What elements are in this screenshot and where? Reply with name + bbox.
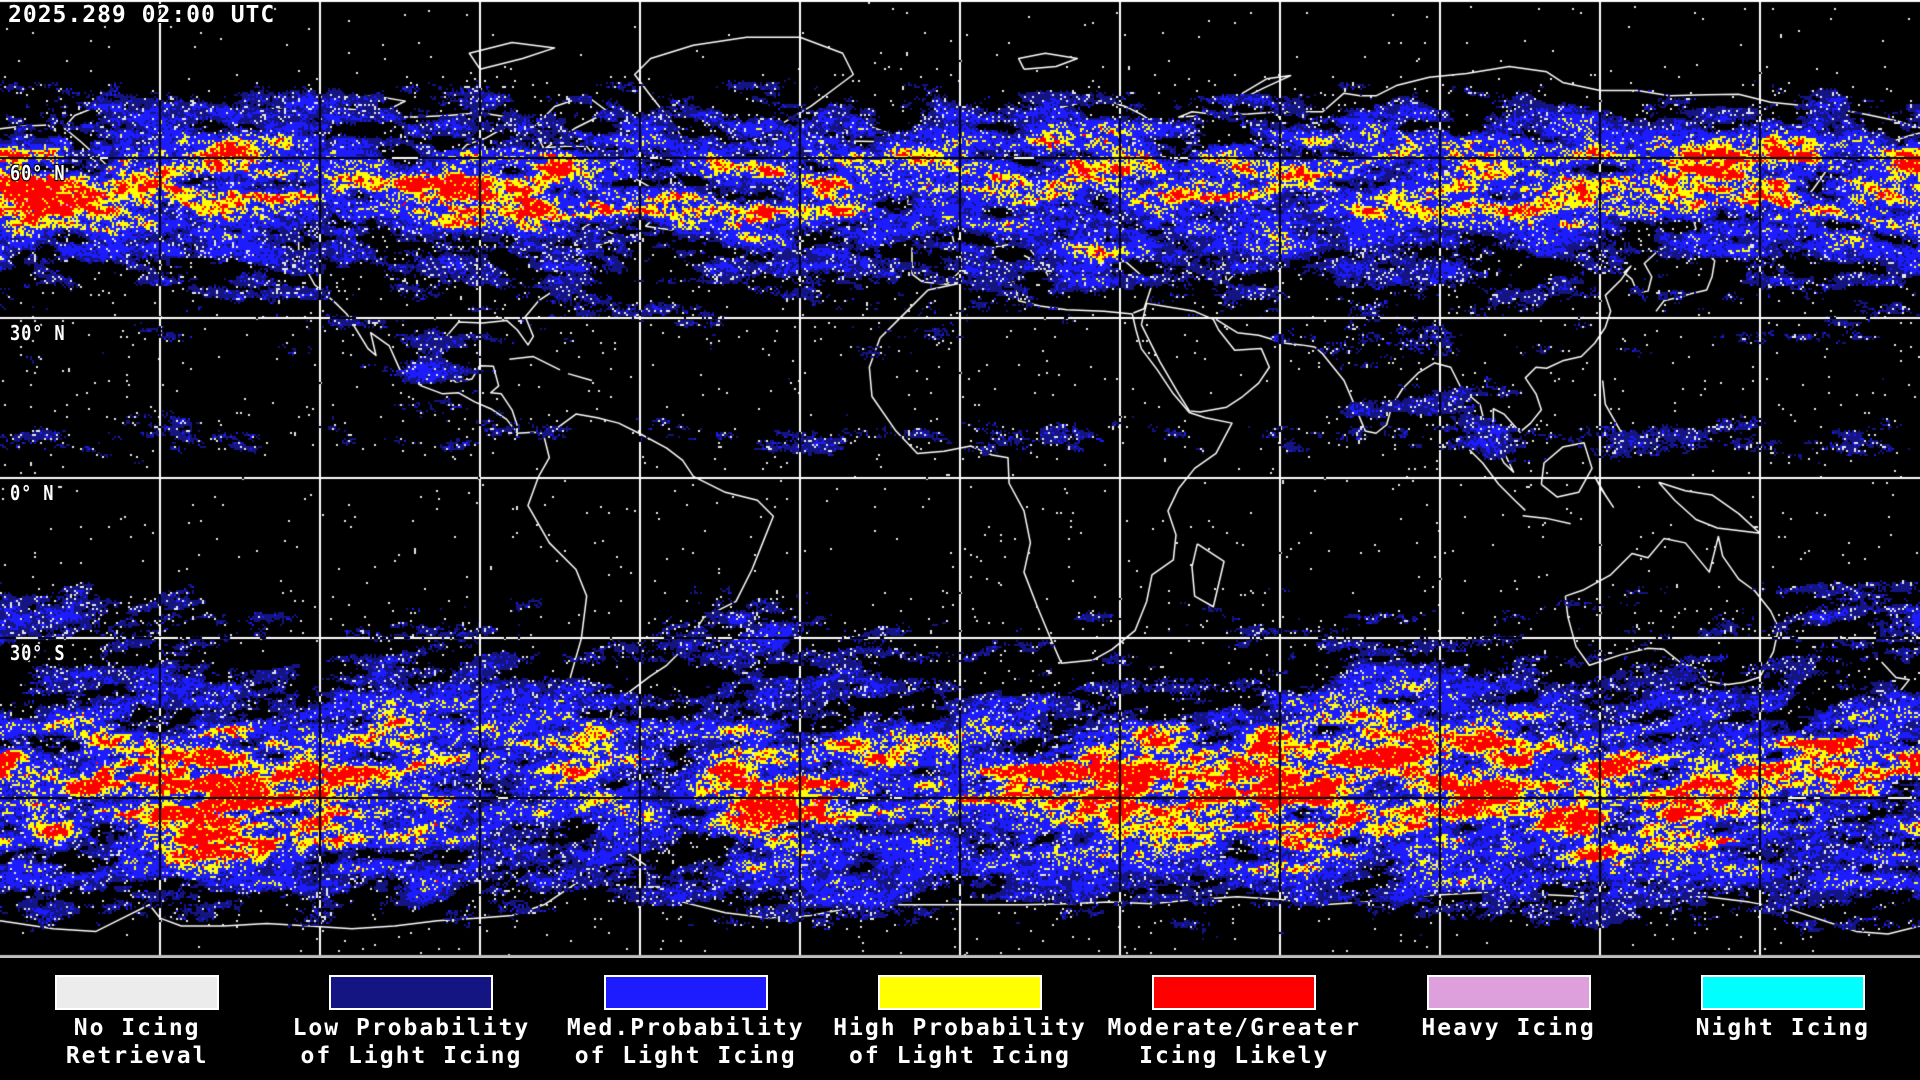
legend-label-line2: of Light Icing — [849, 1043, 1071, 1069]
legend-item-med-prob-light-icing: Med.Probability of Light Icing — [549, 958, 823, 1080]
legend-swatch-night-icing — [1700, 975, 1865, 1010]
legend-item-high-prob-light-icing: High Probability of Light Icing — [823, 958, 1097, 1080]
legend-label-line2: of Light Icing — [300, 1043, 523, 1069]
legend-label-line1: Moderate/Greater — [1107, 1015, 1362, 1041]
legend-label-line2: Icing Likely — [1139, 1043, 1330, 1069]
legend-item-no-icing-retrieval: No Icing Retrieval — [0, 958, 274, 1080]
legend-label-line2 — [1646, 1042, 1920, 1070]
legend-label-line1: Heavy Icing — [1421, 1015, 1596, 1041]
legend-item-night-icing: Night Icing — [1646, 958, 1920, 1080]
legend-swatch-low-prob-light-icing — [329, 975, 494, 1010]
latitude-label-60n: 60° N — [10, 161, 66, 185]
legend-label-line1: Low Probability — [292, 1015, 531, 1041]
legend-item-heavy-icing: Heavy Icing — [1371, 958, 1645, 1080]
global-icing-map: 2025.289 02:00 UTC 60° N 30° N 0° N 30° … — [0, 0, 1920, 958]
legend-swatch-heavy-icing — [1426, 975, 1591, 1010]
latitude-label-30n: 30° N — [10, 321, 66, 345]
legend-item-moderate-greater-icing: Moderate/Greater Icing Likely — [1097, 958, 1371, 1080]
legend-label-line2 — [1371, 1042, 1645, 1070]
legend-label-line1: High Probability — [833, 1015, 1087, 1041]
legend-label-line1: No Icing — [73, 1015, 201, 1041]
legend-swatch-high-prob-light-icing — [877, 975, 1042, 1010]
latitude-label-30s: 30° S — [10, 641, 66, 665]
legend-label-line2: Retrieval — [65, 1043, 209, 1069]
legend-bar: No Icing Retrieval Low Probability of Li… — [0, 958, 1920, 1080]
icing-map-canvas — [0, 0, 1920, 958]
legend-swatch-no-icing-retrieval — [55, 975, 220, 1010]
latitude-label-0n: 0° N — [10, 481, 55, 505]
legend-label-line1: Med.Probability — [566, 1015, 805, 1041]
legend-label-line1: Night Icing — [1695, 1015, 1870, 1041]
legend-label-line2: of Light Icing — [574, 1043, 797, 1069]
legend-swatch-moderate-greater-icing — [1152, 975, 1317, 1010]
legend-item-low-prob-light-icing: Low Probability of Light Icing — [274, 958, 548, 1080]
legend-swatch-med-prob-light-icing — [603, 975, 768, 1010]
timestamp-label: 2025.289 02:00 UTC — [8, 2, 276, 28]
